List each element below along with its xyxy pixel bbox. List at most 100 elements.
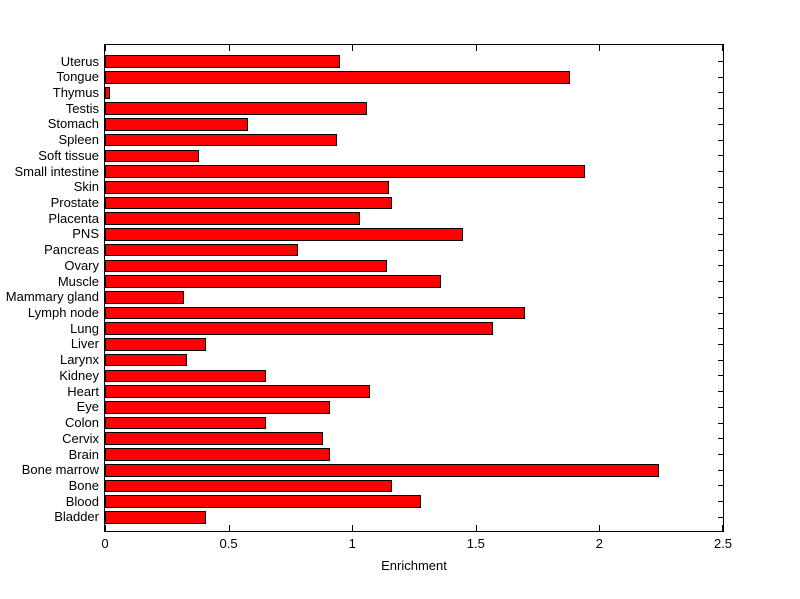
- bar-liver: [105, 338, 207, 351]
- x-tick-label: 0: [101, 536, 109, 551]
- category-label: Lung: [70, 320, 99, 336]
- category-label: Colon: [65, 415, 99, 431]
- bar-prostate: [105, 196, 392, 210]
- y-tick: [718, 281, 723, 283]
- x-tick-label: 1.5: [466, 536, 485, 551]
- category-label: Placenta: [48, 210, 99, 226]
- y-tick: [718, 139, 723, 141]
- bar-heart: [105, 385, 370, 398]
- y-tick: [718, 375, 723, 377]
- x-tick: [722, 45, 723, 51]
- bar-brain: [105, 448, 330, 461]
- category-label: Bladder: [54, 509, 99, 525]
- y-tick: [718, 186, 723, 188]
- y-tick: [718, 218, 723, 220]
- category-label: Pancreas: [44, 242, 99, 258]
- x-tick: [476, 45, 477, 51]
- category-label: Mammary gland: [5, 289, 99, 305]
- y-tick: [718, 438, 723, 440]
- category-label: Cervix: [62, 430, 99, 446]
- category-label: Prostate: [50, 194, 99, 210]
- bar-blood: [105, 495, 422, 508]
- y-tick: [718, 61, 723, 62]
- x-tick: [229, 45, 230, 51]
- bar-pancreas: [105, 243, 298, 257]
- y-tick: [718, 92, 723, 94]
- bar-lymph-node: [105, 306, 526, 320]
- x-tick-label: 2.5: [713, 536, 733, 551]
- bar-tongue: [105, 70, 570, 84]
- category-label: Ovary: [64, 257, 99, 273]
- x-tick: [105, 45, 106, 51]
- y-tick: [718, 454, 723, 455]
- y-tick: [718, 343, 723, 345]
- x-tick: [599, 45, 600, 51]
- bar-kidney: [105, 369, 266, 383]
- category-label: Thymus: [52, 84, 99, 100]
- y-tick: [718, 296, 723, 298]
- x-tick: [722, 525, 723, 531]
- category-label: Bone: [68, 477, 99, 493]
- category-label: Heart: [67, 383, 99, 399]
- y-tick: [718, 233, 723, 235]
- bar-stomach: [105, 118, 249, 131]
- bar-larynx: [105, 353, 187, 367]
- y-tick: [718, 501, 723, 503]
- category-label: Soft tissue: [38, 147, 99, 163]
- bar-bone-marrow: [105, 463, 659, 477]
- category-label: PNS: [72, 226, 99, 242]
- category-label: Liver: [70, 336, 99, 352]
- bar-bone: [105, 479, 392, 493]
- y-tick: [718, 516, 723, 518]
- bar-muscle: [105, 275, 442, 288]
- y-tick: [718, 422, 723, 424]
- x-axis-title: Enrichment: [381, 558, 447, 573]
- category-label: Tongue: [56, 69, 99, 85]
- category-label: Muscle: [57, 273, 99, 289]
- category-label: Larynx: [59, 352, 99, 368]
- x-tick-label: 2: [595, 536, 604, 551]
- y-tick: [718, 76, 723, 78]
- plot-area: [104, 44, 724, 532]
- y-tick: [718, 406, 723, 408]
- bar-spleen: [105, 133, 338, 147]
- bar-uterus: [105, 55, 340, 68]
- bar-cervix: [105, 432, 323, 446]
- y-tick: [718, 123, 723, 125]
- bar-mammary-gland: [105, 291, 185, 304]
- bar-bladder: [105, 511, 207, 524]
- bar-pns: [105, 228, 464, 241]
- y-tick: [718, 485, 723, 487]
- bar-eye: [105, 401, 330, 414]
- category-label: Bone marrow: [21, 462, 99, 478]
- category-label: Uterus: [60, 53, 99, 69]
- x-tick-label: 1: [348, 536, 356, 551]
- category-label: Spleen: [58, 132, 99, 148]
- category-label: Small intestine: [14, 163, 99, 179]
- x-tick-label: 0.5: [219, 536, 238, 551]
- category-label: Skin: [73, 179, 99, 195]
- bar-thymus: [105, 86, 110, 100]
- category-label: Testis: [65, 100, 99, 116]
- category-label: Eye: [76, 399, 99, 415]
- y-tick: [718, 469, 723, 471]
- y-tick: [718, 265, 723, 267]
- y-tick: [718, 359, 723, 361]
- y-tick: [718, 312, 723, 314]
- bar-ovary: [105, 259, 387, 273]
- x-tick: [599, 525, 600, 531]
- bar-placenta: [105, 212, 360, 225]
- x-tick: [352, 525, 353, 531]
- x-tick: [352, 45, 353, 51]
- bar-soft-tissue: [105, 149, 199, 163]
- bar-colon: [105, 416, 266, 430]
- y-tick: [718, 155, 723, 157]
- y-tick: [718, 249, 723, 251]
- y-tick: [718, 202, 723, 204]
- category-label: Blood: [65, 493, 99, 509]
- x-tick: [229, 525, 230, 531]
- bar-testis: [105, 102, 368, 115]
- y-tick: [718, 108, 723, 110]
- x-tick: [105, 525, 106, 531]
